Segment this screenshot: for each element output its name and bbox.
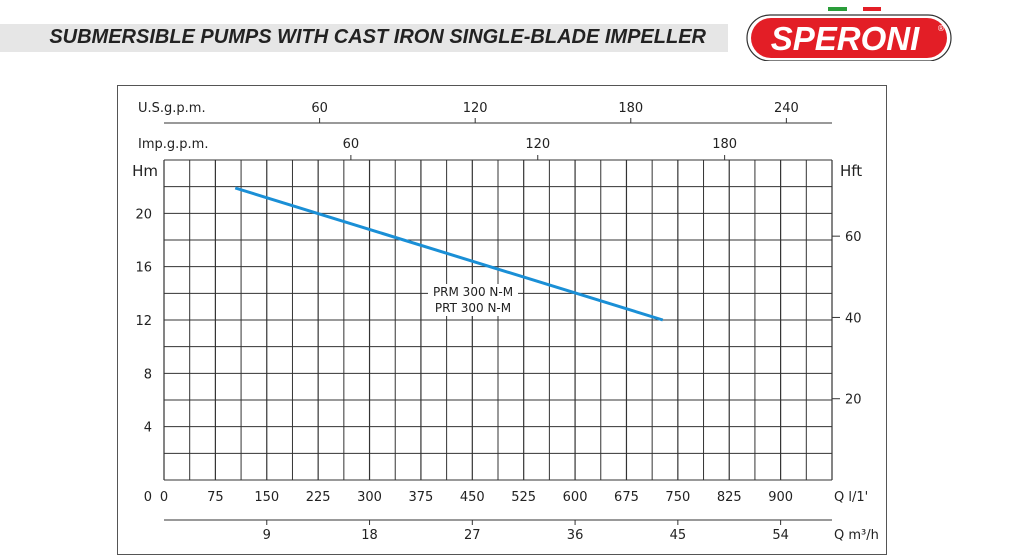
m3h-tick-label: 9 (263, 528, 271, 543)
curve-label-background (428, 284, 518, 316)
m3h-tick-label: 45 (670, 528, 687, 543)
y-tick-label: 4 (144, 421, 152, 436)
x-tick-label: 675 (614, 490, 639, 505)
y-tick-label: 8 (144, 367, 152, 382)
x-tick-label: 900 (768, 490, 793, 505)
title-banner: SUBMERSIBLE PUMPS WITH CAST IRON SINGLE-… (0, 24, 728, 52)
x-tick-label: 600 (563, 490, 588, 505)
chart-frame (117, 85, 887, 555)
usgpm-tick-label: 180 (618, 101, 643, 116)
x-tick-label: 150 (254, 490, 279, 505)
svg-text:®: ® (937, 24, 945, 33)
usgpm-label: U.S.g.p.m. (138, 101, 206, 116)
speroni-logo: SPERONI ® (746, 7, 952, 61)
y-tick-label: 16 (135, 261, 152, 276)
x-tick-label: 75 (207, 490, 224, 505)
usgpm-tick-label: 60 (311, 101, 328, 116)
impgpm-tick-label: 60 (343, 137, 360, 152)
y2-axis-label: Hft (840, 162, 862, 180)
x-axis-label: Q l/1' (834, 490, 868, 505)
y-tick-label: 20 (135, 207, 152, 222)
m3h-tick-label: 18 (361, 528, 378, 543)
x-tick-label: 450 (460, 490, 485, 505)
hft-tick-label: 60 (845, 230, 862, 245)
curve-prm-prt-300 (234, 186, 664, 322)
y-tick-label: 0 (144, 490, 152, 505)
x-tick-label: 825 (717, 490, 742, 505)
y-axis-label: Hm (132, 162, 158, 180)
impgpm-label: Imp.g.p.m. (138, 137, 208, 152)
x-tick-label: 750 (665, 490, 690, 505)
page-title: SUBMERSIBLE PUMPS WITH CAST IRON SINGLE-… (49, 26, 706, 48)
m3h-tick-label: 54 (772, 528, 789, 543)
usgpm-tick-label: 240 (774, 101, 799, 116)
y-tick-label: 12 (135, 314, 152, 329)
x-tick-label: 0 (160, 490, 168, 505)
impgpm-tick-label: 120 (525, 137, 550, 152)
curve-label-prt: PRT 300 N-M (435, 301, 511, 315)
curve-label-prm: PRM 300 N-M (433, 285, 513, 299)
m3h-axis-label: Q m³/h (834, 528, 879, 543)
x-tick-label: 300 (357, 490, 382, 505)
hft-tick-label: 20 (845, 393, 862, 408)
m3h-tick-label: 27 (464, 528, 481, 543)
m3h-tick-label: 36 (567, 528, 584, 543)
x-tick-label: 525 (511, 490, 536, 505)
svg-text:SPERONI: SPERONI (771, 20, 920, 57)
x-tick-label: 375 (409, 490, 434, 505)
impgpm-tick-label: 180 (712, 137, 737, 152)
x-tick-label: 225 (306, 490, 331, 505)
hft-tick-label: 40 (845, 311, 862, 326)
usgpm-tick-label: 120 (463, 101, 488, 116)
